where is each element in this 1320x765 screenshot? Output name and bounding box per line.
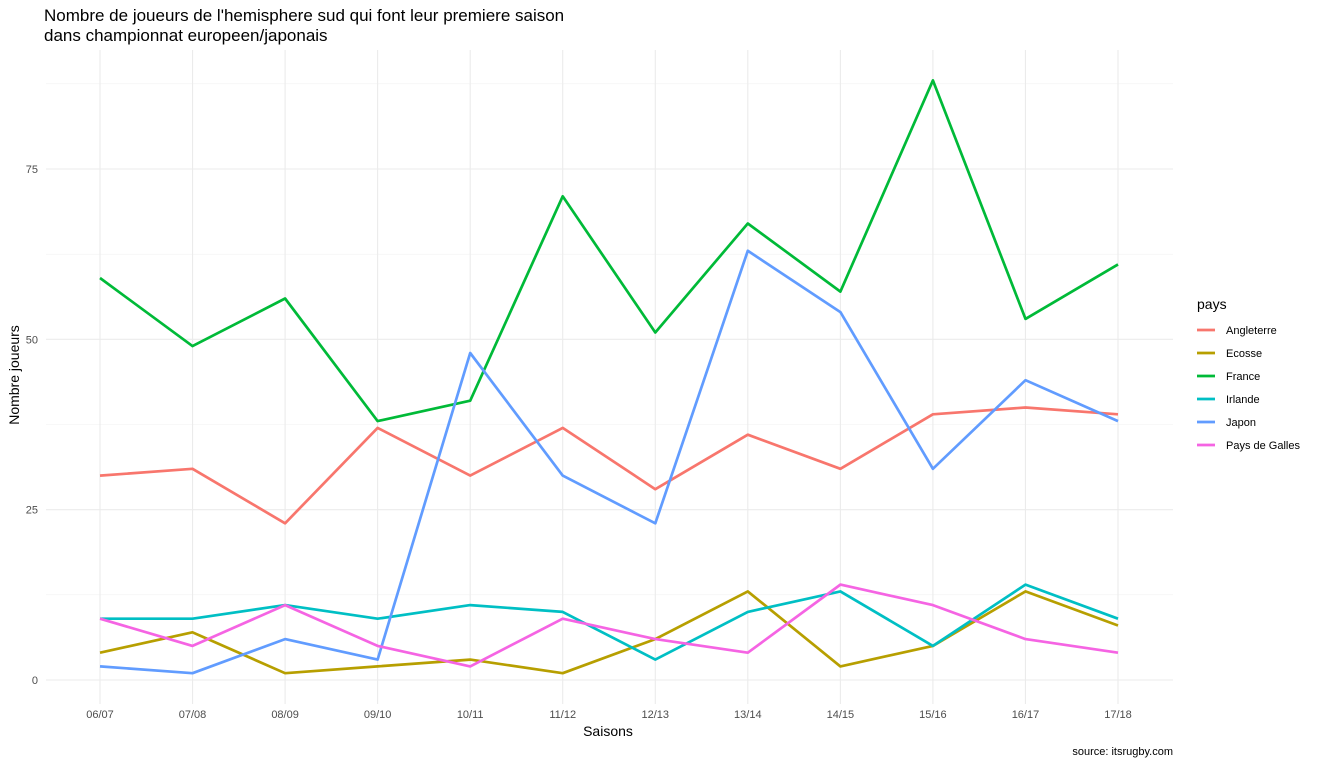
- legend: pays Angleterre Ecosse France Irlande Japon P…: [1197, 296, 1300, 452]
- y-tick-label-50: 50: [26, 334, 38, 346]
- y-axis-tick-labels: 0 25 50 75: [26, 164, 38, 687]
- source-caption: source: itsrugby.com: [1072, 746, 1173, 758]
- series-line-irlande: [100, 583, 1119, 661]
- series-line-ecosse: [99, 590, 1119, 675]
- series-line-pays-de-galles: [99, 583, 1119, 668]
- y-tick-label-25: 25: [26, 505, 38, 517]
- chart-title-line-1: Nombre de joueurs de l'hemisphere sud qu…: [44, 6, 564, 25]
- minor-gridlines: [46, 83, 1173, 596]
- y-tick-label-0: 0: [32, 675, 38, 687]
- chart-title-line-2: dans championnat europeen/japonais: [44, 26, 328, 45]
- x-tick-label-1: 07/08: [179, 709, 207, 721]
- legend-label-pays-de-galles: Pays de Galles: [1226, 440, 1300, 452]
- x-tick-label-9: 15/16: [919, 709, 947, 721]
- x-tick-label-10: 16/17: [1012, 709, 1040, 721]
- chart-title: Nombre de joueurs de l'hemisphere sud qu…: [44, 6, 564, 45]
- x-tick-label-0: 06/07: [86, 709, 114, 721]
- x-tick-label-11: 17/18: [1104, 709, 1132, 721]
- major-gridlines: [46, 50, 1173, 704]
- series-line-japon: [99, 249, 1119, 675]
- series-lines: [99, 79, 1119, 675]
- legend-label-angleterre: Angleterre: [1226, 325, 1277, 337]
- legend-title: pays: [1197, 296, 1227, 312]
- y-axis-title: Nombre joueurs: [6, 325, 22, 425]
- x-tick-label-4: 10/11: [457, 709, 484, 721]
- x-tick-label-5: 11/12: [549, 709, 576, 721]
- legend-items: Angleterre Ecosse France Irlande Japon Pays d…: [1197, 325, 1300, 452]
- x-tick-label-7: 13/14: [734, 709, 762, 721]
- x-tick-label-3: 09/10: [364, 709, 392, 721]
- legend-label-irlande: Irlande: [1226, 394, 1260, 406]
- legend-label-ecosse: Ecosse: [1226, 348, 1262, 360]
- x-tick-label-2: 08/09: [271, 709, 299, 721]
- legend-label-japon: Japon: [1226, 417, 1256, 429]
- y-tick-label-75: 75: [26, 164, 38, 176]
- x-tick-label-6: 12/13: [642, 709, 670, 721]
- x-tick-label-8: 14/15: [827, 709, 855, 721]
- x-axis-tick-labels: 06/07 07/08 08/09 09/10 10/11 11/12 12/13 13/14…: [86, 709, 1132, 721]
- x-axis-title: Saisons: [583, 723, 633, 739]
- series-line-angleterre: [99, 406, 1119, 525]
- legend-label-france: France: [1226, 371, 1260, 383]
- series-line-france: [99, 79, 1119, 423]
